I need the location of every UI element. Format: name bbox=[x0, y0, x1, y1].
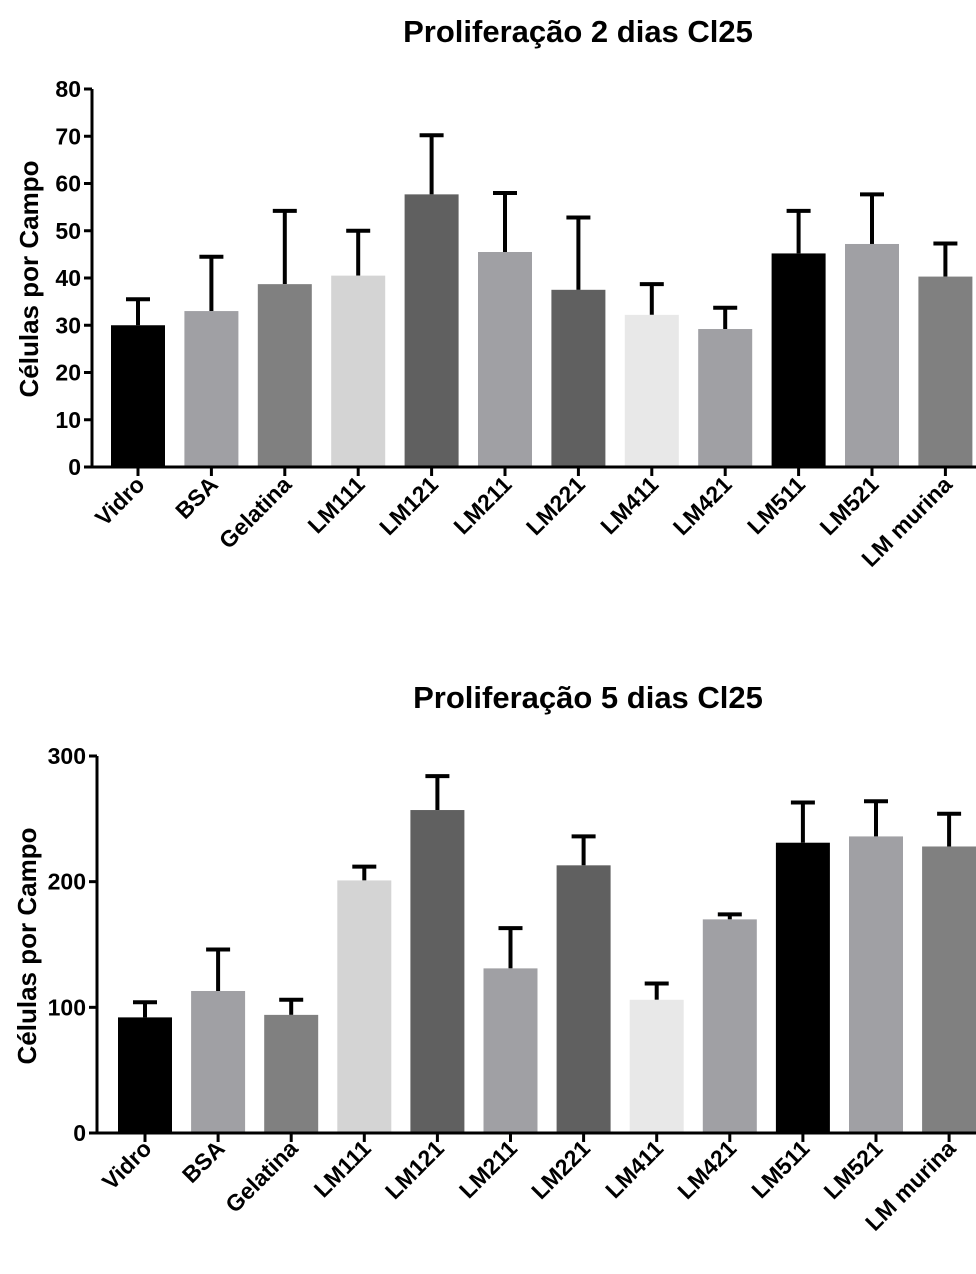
bar bbox=[551, 289, 606, 467]
x-tick-label: LM221 bbox=[526, 1135, 595, 1204]
y-tick-label: 30 bbox=[55, 312, 81, 338]
bar bbox=[337, 880, 392, 1133]
y-tick-label: 300 bbox=[48, 743, 86, 769]
y-axis-label: Células por Campo bbox=[12, 828, 42, 1065]
x-tick-label: BSA bbox=[177, 1135, 230, 1188]
bar bbox=[922, 846, 976, 1133]
bar bbox=[698, 329, 753, 467]
y-tick-label: 50 bbox=[55, 218, 81, 244]
bar bbox=[624, 314, 679, 467]
chart-title: Proliferação 2 dias Cl25 bbox=[403, 14, 753, 49]
y-axis-label: Células por Campo bbox=[14, 161, 44, 398]
x-tick-label: Gelatina bbox=[214, 471, 297, 554]
bar bbox=[629, 999, 684, 1133]
y-tick-label: 10 bbox=[55, 407, 81, 433]
y-tick-label: 0 bbox=[73, 1120, 86, 1146]
bar bbox=[849, 836, 903, 1133]
x-tick-label: LM411 bbox=[595, 471, 663, 539]
x-tick-label: LM211 bbox=[448, 471, 516, 539]
bar bbox=[331, 275, 386, 467]
x-tick-label: Gelatina bbox=[220, 1135, 303, 1218]
x-tick-label: LM511 bbox=[742, 471, 810, 539]
bar bbox=[118, 1017, 172, 1133]
bar bbox=[191, 990, 246, 1133]
x-tick-label: Vidro bbox=[97, 1135, 157, 1195]
bar bbox=[257, 284, 312, 467]
bar bbox=[483, 968, 538, 1133]
x-tick-label: LM221 bbox=[521, 471, 590, 540]
y-tick-label: 200 bbox=[48, 869, 86, 895]
x-tick-label: LM411 bbox=[600, 1135, 668, 1203]
y-tick-label: 40 bbox=[55, 265, 81, 291]
bar bbox=[775, 842, 830, 1133]
bar bbox=[918, 276, 973, 467]
x-tick-label: LM421 bbox=[668, 471, 737, 540]
y-tick-label: 0 bbox=[68, 454, 81, 480]
y-tick-label: 60 bbox=[55, 171, 81, 197]
bar bbox=[264, 1014, 319, 1133]
x-tick-label: LM211 bbox=[454, 1135, 522, 1203]
bar bbox=[478, 252, 532, 467]
bar bbox=[111, 325, 165, 467]
y-tick-label: 20 bbox=[55, 360, 81, 386]
chart-title: Proliferação 5 dias Cl25 bbox=[413, 680, 763, 715]
bar bbox=[404, 194, 459, 467]
x-tick-label: LM111 bbox=[303, 471, 370, 538]
bar bbox=[556, 865, 611, 1133]
y-tick-label: 70 bbox=[55, 123, 81, 149]
x-tick-label: LM521 bbox=[815, 471, 884, 540]
x-tick-label: LM121 bbox=[380, 1135, 449, 1204]
chart-5-dias: Proliferação 5 dias Cl25 Células por Cam… bbox=[12, 680, 976, 1236]
chart-2-dias: Proliferação 2 dias Cl25 Células por Cam… bbox=[14, 14, 976, 572]
x-tick-label: LM421 bbox=[672, 1135, 741, 1204]
bar bbox=[845, 243, 899, 467]
x-tick-label: BSA bbox=[170, 471, 223, 524]
x-tick-label: LM111 bbox=[309, 1135, 376, 1202]
bar bbox=[771, 253, 826, 467]
bar bbox=[184, 311, 239, 467]
y-tick-label: 80 bbox=[55, 76, 81, 102]
x-tick-label: Vidro bbox=[90, 471, 150, 531]
x-tick-label: LM521 bbox=[819, 1135, 888, 1204]
x-tick-label: LM511 bbox=[746, 1135, 814, 1203]
bar bbox=[702, 919, 757, 1133]
bar bbox=[410, 810, 465, 1133]
y-tick-label: 100 bbox=[48, 994, 86, 1020]
x-tick-label: LM121 bbox=[374, 471, 443, 540]
